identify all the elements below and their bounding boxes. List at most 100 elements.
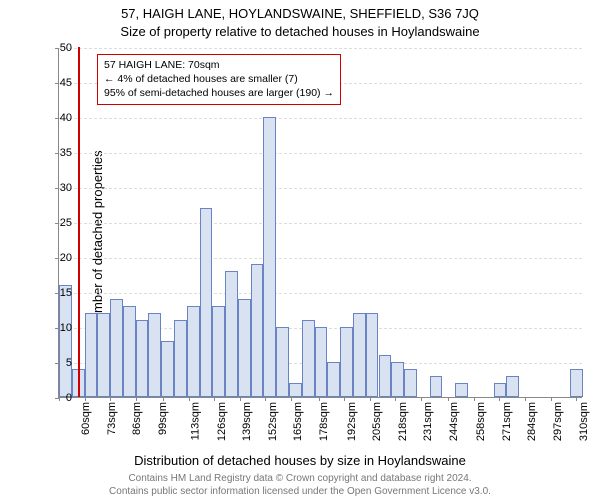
ytick-label: 40 (60, 112, 72, 124)
grid-line (59, 118, 582, 119)
histogram-bar (136, 320, 149, 397)
xtick-label: 60sqm (80, 402, 92, 435)
histogram-bar (174, 320, 187, 397)
ytick-label: 30 (60, 182, 72, 194)
xtick-mark (136, 397, 137, 401)
ytick-label: 50 (60, 42, 72, 54)
xtick-label: 126sqm (216, 402, 228, 441)
xtick-mark (448, 397, 449, 401)
xtick-mark (370, 397, 371, 401)
xtick-mark (525, 397, 526, 401)
chart-title-sub: Size of property relative to detached ho… (0, 24, 600, 39)
histogram-bar (404, 369, 417, 397)
property-marker-line (78, 47, 80, 397)
histogram-bar (494, 383, 507, 397)
histogram-bar (200, 208, 213, 397)
histogram-bar (276, 327, 289, 397)
ytick-mark (55, 83, 59, 84)
ytick-mark (55, 223, 59, 224)
info-box: 57 HAIGH LANE: 70sqm ← 4% of detached ho… (97, 54, 341, 105)
ytick-mark (55, 258, 59, 259)
histogram-bar (327, 362, 340, 397)
histogram-bar (353, 313, 366, 397)
xtick-mark (59, 397, 60, 401)
xtick-mark (319, 397, 320, 401)
grid-line (59, 188, 582, 189)
xtick-mark (291, 397, 292, 401)
grid-line (59, 258, 582, 259)
histogram-bar (85, 313, 98, 397)
xtick-mark (499, 397, 500, 401)
histogram-bar (110, 299, 123, 397)
xtick-mark (395, 397, 396, 401)
xtick-label: 258sqm (475, 402, 487, 441)
x-axis-label: Distribution of detached houses by size … (0, 453, 600, 468)
histogram-bar (455, 383, 468, 397)
xtick-mark (265, 397, 266, 401)
xtick-mark (85, 397, 86, 401)
xtick-mark (189, 397, 190, 401)
xtick-mark (551, 397, 552, 401)
histogram-bar (187, 306, 200, 397)
histogram-bar (148, 313, 161, 397)
ytick-label: 25 (60, 217, 72, 229)
info-line-1: 57 HAIGH LANE: 70sqm (104, 58, 334, 72)
xtick-label: 297sqm (552, 402, 564, 441)
histogram-bar (391, 362, 404, 397)
histogram-bar (251, 264, 264, 397)
histogram-bar (59, 285, 72, 397)
xtick-mark (240, 397, 241, 401)
histogram-bar (315, 327, 328, 397)
xtick-label: 113sqm (190, 402, 202, 440)
xtick-mark (421, 397, 422, 401)
grid-line (59, 153, 582, 154)
xtick-label: 73sqm (106, 402, 118, 435)
chart-container: 57, HAIGH LANE, HOYLANDSWAINE, SHEFFIELD… (0, 0, 600, 500)
xtick-mark (344, 397, 345, 401)
ytick-label: 5 (66, 357, 72, 369)
attribution-line-1: Contains HM Land Registry data © Crown c… (0, 472, 600, 485)
plot-area: 57 HAIGH LANE: 70sqm ← 4% of detached ho… (58, 48, 582, 398)
xtick-label: 152sqm (267, 402, 279, 441)
xtick-label: 231sqm (422, 402, 434, 441)
xtick-label: 139sqm (241, 402, 253, 441)
histogram-bar (212, 306, 225, 397)
info-line-3: 95% of semi-detached houses are larger (… (104, 86, 334, 100)
ytick-label: 35 (60, 147, 72, 159)
ytick-mark (55, 118, 59, 119)
histogram-bar (123, 306, 136, 397)
xtick-mark (214, 397, 215, 401)
xtick-label: 310sqm (578, 402, 590, 441)
histogram-bar (570, 369, 583, 397)
ytick-label: 10 (60, 322, 72, 334)
histogram-bar (506, 376, 519, 397)
ytick-label: 15 (60, 287, 72, 299)
xtick-label: 178sqm (318, 402, 330, 441)
ytick-label: 0 (66, 392, 72, 404)
xtick-label: 165sqm (293, 402, 305, 441)
ytick-label: 45 (60, 77, 72, 89)
histogram-bar (340, 327, 353, 397)
xtick-label: 244sqm (448, 402, 460, 441)
histogram-bar (225, 271, 238, 397)
attribution: Contains HM Land Registry data © Crown c… (0, 472, 600, 498)
xtick-mark (110, 397, 111, 401)
histogram-bar (379, 355, 392, 397)
xtick-mark (576, 397, 577, 401)
xtick-label: 99sqm (157, 402, 169, 435)
xtick-label: 271sqm (501, 402, 513, 441)
xtick-mark (163, 397, 164, 401)
histogram-bar (430, 376, 443, 397)
attribution-line-2: Contains public sector information licen… (0, 485, 600, 498)
grid-line (59, 223, 582, 224)
info-line-2: ← 4% of detached houses are smaller (7) (104, 72, 334, 86)
histogram-bar (238, 299, 251, 397)
ytick-mark (55, 153, 59, 154)
xtick-label: 205sqm (371, 402, 383, 441)
ytick-mark (55, 188, 59, 189)
histogram-bar (161, 341, 174, 397)
xtick-mark (474, 397, 475, 401)
xtick-label: 192sqm (346, 402, 358, 441)
ytick-mark (55, 48, 59, 49)
histogram-bar (263, 117, 276, 397)
